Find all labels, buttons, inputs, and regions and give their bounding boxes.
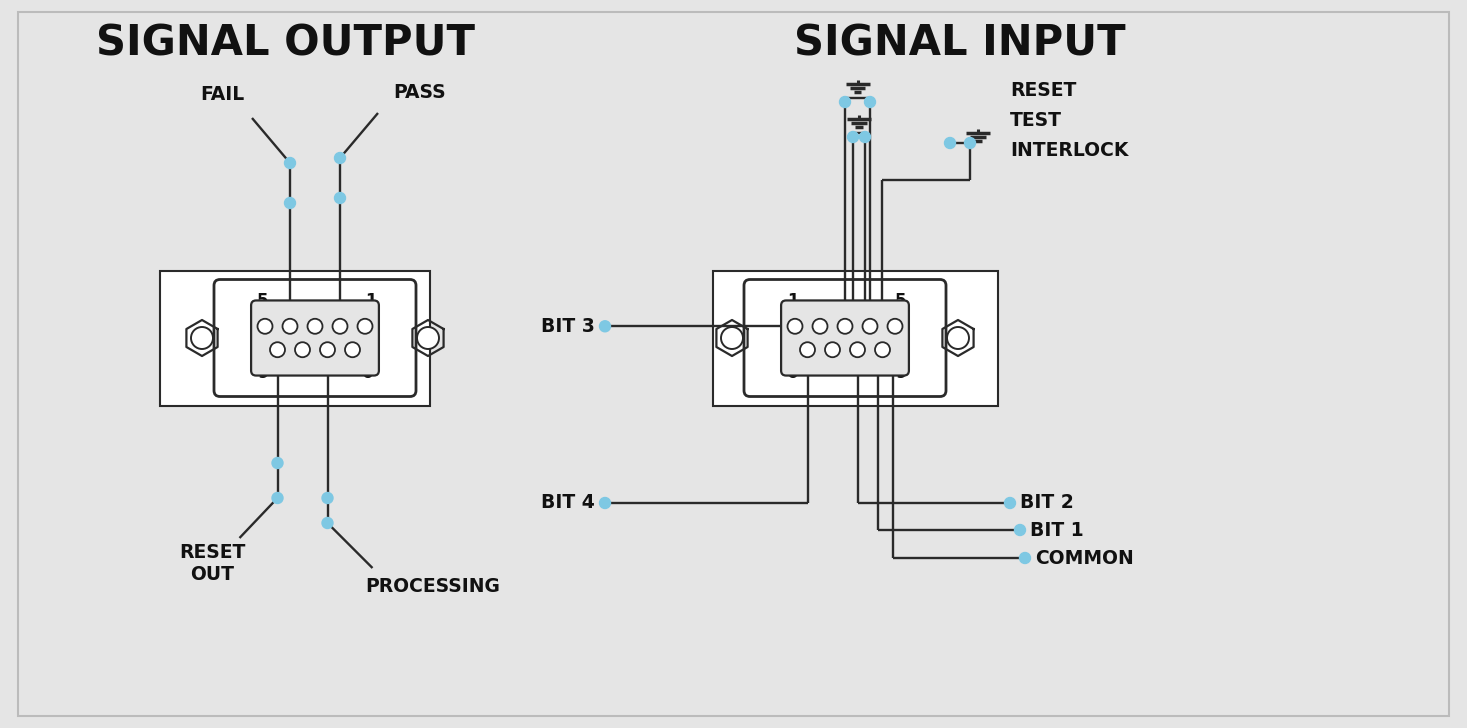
Circle shape — [285, 197, 295, 208]
Text: 9: 9 — [257, 364, 268, 381]
Circle shape — [417, 327, 439, 349]
Text: PASS: PASS — [393, 84, 446, 103]
Text: 1: 1 — [365, 292, 376, 310]
Circle shape — [321, 493, 333, 504]
Circle shape — [191, 327, 213, 349]
Circle shape — [864, 97, 876, 108]
Circle shape — [849, 342, 866, 357]
FancyBboxPatch shape — [251, 301, 378, 376]
Circle shape — [271, 457, 283, 469]
Text: SIGNAL OUTPUT: SIGNAL OUTPUT — [95, 22, 474, 64]
Text: BIT 1: BIT 1 — [1030, 521, 1084, 539]
Text: COMMON: COMMON — [1036, 548, 1134, 568]
Circle shape — [308, 319, 323, 333]
Text: TEST: TEST — [1009, 111, 1062, 130]
Circle shape — [321, 518, 333, 529]
Text: INTERLOCK: INTERLOCK — [1009, 141, 1128, 159]
FancyBboxPatch shape — [713, 271, 998, 405]
Circle shape — [600, 497, 610, 508]
Text: 5: 5 — [257, 292, 268, 310]
FancyBboxPatch shape — [744, 280, 946, 397]
Text: PROCESSING: PROCESSING — [365, 577, 500, 596]
Circle shape — [1005, 497, 1015, 508]
Circle shape — [1015, 524, 1025, 536]
Circle shape — [824, 342, 841, 357]
Circle shape — [874, 342, 890, 357]
Circle shape — [258, 319, 273, 333]
Circle shape — [334, 152, 346, 164]
Circle shape — [860, 132, 870, 143]
Text: 9: 9 — [895, 364, 907, 381]
Text: 5: 5 — [895, 292, 907, 310]
Circle shape — [964, 138, 976, 149]
Text: RESET
OUT: RESET OUT — [179, 542, 245, 584]
FancyBboxPatch shape — [780, 301, 910, 376]
Circle shape — [800, 342, 816, 357]
FancyBboxPatch shape — [160, 271, 430, 405]
Circle shape — [848, 132, 858, 143]
Text: 6: 6 — [362, 364, 373, 381]
Circle shape — [839, 97, 851, 108]
Text: BIT 2: BIT 2 — [1020, 494, 1074, 513]
Text: FAIL: FAIL — [200, 85, 244, 105]
Circle shape — [813, 319, 827, 333]
Circle shape — [333, 319, 348, 333]
Circle shape — [334, 192, 346, 204]
Circle shape — [270, 342, 285, 357]
Circle shape — [320, 342, 334, 357]
Circle shape — [283, 319, 298, 333]
Circle shape — [948, 327, 970, 349]
Circle shape — [838, 319, 852, 333]
Circle shape — [345, 342, 359, 357]
Circle shape — [945, 138, 955, 149]
Text: SIGNAL INPUT: SIGNAL INPUT — [794, 22, 1125, 64]
Circle shape — [271, 493, 283, 504]
Text: BIT 3: BIT 3 — [541, 317, 596, 336]
Circle shape — [358, 319, 373, 333]
Text: BIT 4: BIT 4 — [541, 494, 596, 513]
Circle shape — [295, 342, 310, 357]
Circle shape — [1020, 553, 1030, 563]
Text: 6: 6 — [786, 364, 798, 381]
Circle shape — [285, 157, 295, 168]
Text: RESET: RESET — [1009, 81, 1077, 100]
Circle shape — [788, 319, 802, 333]
Circle shape — [888, 319, 902, 333]
Text: 1: 1 — [786, 292, 798, 310]
Circle shape — [600, 321, 610, 332]
Circle shape — [863, 319, 877, 333]
Circle shape — [720, 327, 742, 349]
FancyBboxPatch shape — [214, 280, 417, 397]
